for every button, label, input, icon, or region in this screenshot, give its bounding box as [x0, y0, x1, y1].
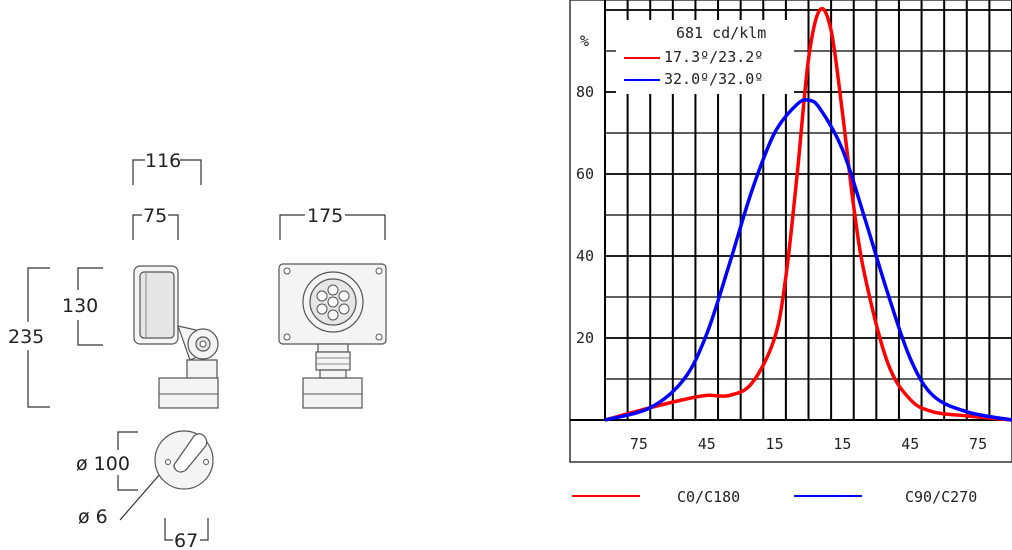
chart-legend: C0/C180 C90/C270 — [572, 488, 977, 506]
chart-x-ticks: 75 45 15 15 45 75 — [630, 435, 987, 453]
legend-red-beam-angle: 17.3º/23.2º — [664, 48, 763, 66]
y-axis-label: % — [580, 32, 589, 50]
x-tick-label: 45 — [698, 435, 716, 453]
legend-blue-beam-angle: 32.0º/32.0º — [664, 70, 763, 88]
series-line-c90-c270 — [604, 98, 1012, 422]
intensity-label: 681 cd/klm — [676, 24, 766, 42]
chart-series — [604, 7, 1012, 422]
dim-height-head: 130 — [62, 295, 98, 317]
dim-width-total: 116 — [145, 150, 181, 172]
y-tick-label: 80 — [576, 83, 594, 101]
dim-hole-diameter: ø 6 — [78, 506, 108, 528]
side-view — [133, 265, 219, 409]
y-tick-label: 40 — [576, 247, 594, 265]
x-tick-label: 15 — [766, 435, 784, 453]
front-view — [278, 263, 387, 409]
series-line-c0-c180 — [604, 7, 1012, 422]
dimension-lines — [27, 159, 386, 541]
legend-c0-label: C0/C180 — [677, 488, 740, 506]
dim-base-offset: 67 — [174, 530, 198, 550]
dim-base-diameter: ø 100 — [76, 453, 130, 475]
y-tick-label: 20 — [576, 329, 594, 347]
x-tick-label: 45 — [901, 435, 919, 453]
dim-width-front: 175 — [307, 205, 343, 227]
chart-y-ticks: 80 60 40 20 — [576, 83, 594, 347]
x-tick-label: 15 — [833, 435, 851, 453]
x-tick-label: 75 — [969, 435, 987, 453]
x-tick-label: 75 — [630, 435, 648, 453]
dim-width-head: 75 — [143, 205, 167, 227]
y-tick-label: 60 — [576, 165, 594, 183]
light-distribution-chart: 80 60 40 20 75 45 15 15 45 75 681 cd/klm 17.3º/23… — [569, 0, 1012, 463]
base-view — [154, 430, 214, 490]
legend-c90-label: C90/C270 — [905, 488, 977, 506]
dim-height-total: 235 — [8, 326, 44, 348]
